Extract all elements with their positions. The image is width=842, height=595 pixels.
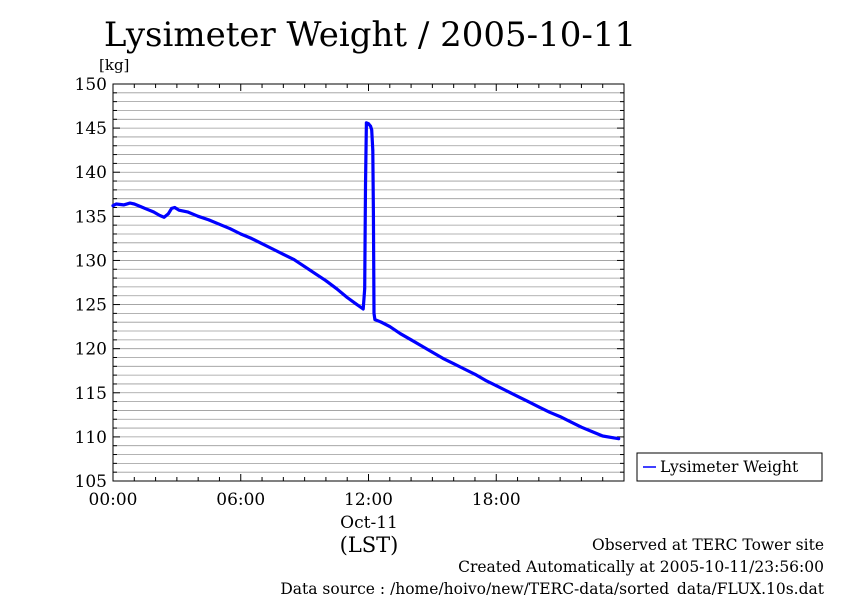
data-point xyxy=(271,247,275,251)
data-point xyxy=(313,272,317,276)
y-tick-label: 140 xyxy=(75,163,107,183)
x-axis-label: (LST) xyxy=(340,533,399,557)
chart-title: Lysimeter Weight / 2005-10-11 xyxy=(104,15,636,55)
data-point xyxy=(367,122,370,126)
data-point xyxy=(617,437,621,441)
x-axis-ticks: 00:00 06:00 12:00 18:00 xyxy=(89,84,625,510)
data-point xyxy=(173,206,177,209)
data-point xyxy=(462,367,466,371)
data-point xyxy=(371,210,375,214)
data-point xyxy=(335,287,338,291)
data-point xyxy=(324,279,328,283)
data-point xyxy=(379,320,383,324)
data-point xyxy=(145,207,149,211)
data-point xyxy=(292,258,296,261)
data-point xyxy=(132,202,136,206)
data-point xyxy=(239,232,243,236)
data-point xyxy=(369,124,373,128)
data-point xyxy=(452,362,456,366)
data-point xyxy=(548,410,551,414)
data-point xyxy=(388,325,392,329)
y-axis-unit: [kg] xyxy=(99,56,129,74)
data-point xyxy=(371,148,375,152)
legend: Lysimeter Weight xyxy=(636,452,823,482)
data-point xyxy=(409,338,413,342)
data-point xyxy=(228,227,232,231)
x-tick-label: 06:00 xyxy=(216,490,265,510)
y-tick-label: 110 xyxy=(75,428,107,448)
footer-source: Data source : /home/hoivo/new/TERC-data/… xyxy=(280,580,824,595)
series-group xyxy=(111,121,621,441)
y-tick-label: 150 xyxy=(75,75,107,95)
data-point xyxy=(177,208,181,212)
grid-lines xyxy=(113,92,624,473)
data-point xyxy=(170,206,173,210)
data-point xyxy=(260,242,264,246)
plot-frame xyxy=(112,83,625,482)
data-point xyxy=(441,356,445,360)
data-point xyxy=(303,265,307,269)
data-point xyxy=(152,210,155,214)
data-point xyxy=(128,201,132,205)
data-point xyxy=(364,184,367,187)
data-point xyxy=(484,379,488,382)
data-point xyxy=(505,389,509,393)
x-tick-label: 12:00 xyxy=(344,490,393,510)
legend-box xyxy=(636,452,823,482)
x-tick-label: 00:00 xyxy=(89,490,138,510)
data-point xyxy=(158,214,162,217)
y-tick-label: 105 xyxy=(75,472,107,492)
data-point xyxy=(361,307,365,311)
y-tick-label: 125 xyxy=(75,296,107,316)
y-tick-label: 130 xyxy=(75,251,107,271)
data-point xyxy=(162,215,166,219)
data-point xyxy=(218,222,221,226)
data-point xyxy=(430,350,434,354)
data-point xyxy=(494,384,498,388)
footer-site: Observed at TERC Tower site xyxy=(592,536,824,554)
data-point xyxy=(372,311,376,315)
data-point xyxy=(114,202,118,206)
data-point xyxy=(207,218,211,222)
data-point xyxy=(345,296,349,299)
x-axis-date-label: Oct-11 xyxy=(340,513,398,533)
data-point xyxy=(186,210,189,214)
data-point xyxy=(364,121,368,125)
data-point xyxy=(363,287,367,291)
data-point xyxy=(166,212,170,216)
y-tick-label: 145 xyxy=(75,119,107,139)
data-point xyxy=(249,236,253,240)
data-point xyxy=(611,436,615,440)
data-point xyxy=(516,394,519,398)
data-point xyxy=(373,318,377,321)
y-axis-ticks: 105 110 115 120 125 130 135 140 145 150 xyxy=(75,75,624,492)
y-tick-label: 120 xyxy=(75,340,107,360)
data-point xyxy=(122,203,126,207)
data-point xyxy=(370,128,374,132)
series-line xyxy=(111,121,621,441)
data-point xyxy=(473,372,477,376)
data-point xyxy=(399,332,402,336)
data-point xyxy=(354,302,358,306)
data-point xyxy=(537,405,541,409)
y-tick-label: 135 xyxy=(75,207,107,227)
x-tick-label: 18:00 xyxy=(472,490,521,510)
footer-created: Created Automatically at 2005-10-11/23:5… xyxy=(458,558,824,576)
data-point xyxy=(281,252,285,256)
data-point xyxy=(590,430,594,433)
legend-label: Lysimeter Weight xyxy=(660,458,799,476)
data-point xyxy=(139,205,143,209)
data-point xyxy=(526,400,530,403)
data-point xyxy=(569,420,573,424)
data-point xyxy=(111,204,115,208)
data-point xyxy=(196,214,200,218)
data-point xyxy=(420,344,424,348)
data-point xyxy=(580,425,583,429)
data-point xyxy=(601,434,605,438)
data-point xyxy=(558,415,562,418)
y-tick-label: 115 xyxy=(75,384,107,404)
